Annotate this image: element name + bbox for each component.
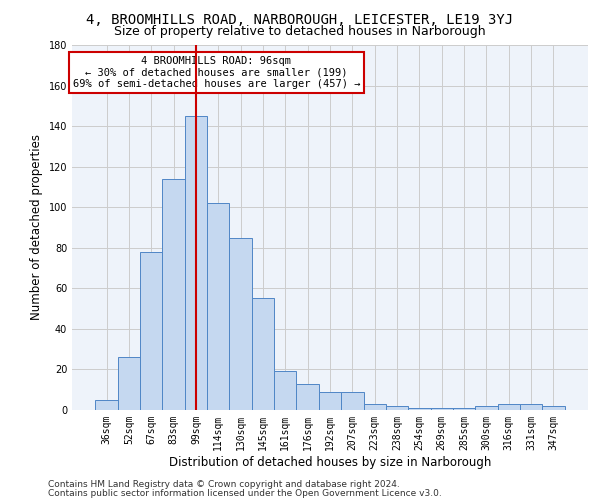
Text: 4 BROOMHILLS ROAD: 96sqm
← 30% of detached houses are smaller (199)
69% of semi-: 4 BROOMHILLS ROAD: 96sqm ← 30% of detach…	[73, 56, 360, 89]
Bar	[229, 238, 252, 410]
Bar	[475, 406, 497, 410]
Text: Contains public sector information licensed under the Open Government Licence v3: Contains public sector information licen…	[48, 488, 442, 498]
Bar	[296, 384, 319, 410]
Bar	[252, 298, 274, 410]
Bar	[431, 408, 453, 410]
Text: Size of property relative to detached houses in Narborough: Size of property relative to detached ho…	[114, 25, 486, 38]
Bar	[453, 408, 475, 410]
Bar	[408, 408, 431, 410]
Bar	[542, 406, 565, 410]
Bar	[497, 404, 520, 410]
Bar	[163, 179, 185, 410]
Text: Contains HM Land Registry data © Crown copyright and database right 2024.: Contains HM Land Registry data © Crown c…	[48, 480, 400, 489]
Bar	[364, 404, 386, 410]
Y-axis label: Number of detached properties: Number of detached properties	[30, 134, 43, 320]
Bar	[386, 406, 408, 410]
Bar	[319, 392, 341, 410]
Text: 4, BROOMHILLS ROAD, NARBOROUGH, LEICESTER, LE19 3YJ: 4, BROOMHILLS ROAD, NARBOROUGH, LEICESTE…	[86, 12, 514, 26]
Bar	[185, 116, 207, 410]
Bar	[207, 203, 229, 410]
Bar	[95, 400, 118, 410]
Bar	[118, 358, 140, 410]
Bar	[274, 372, 296, 410]
Bar	[520, 404, 542, 410]
X-axis label: Distribution of detached houses by size in Narborough: Distribution of detached houses by size …	[169, 456, 491, 468]
Bar	[341, 392, 364, 410]
Bar	[140, 252, 163, 410]
